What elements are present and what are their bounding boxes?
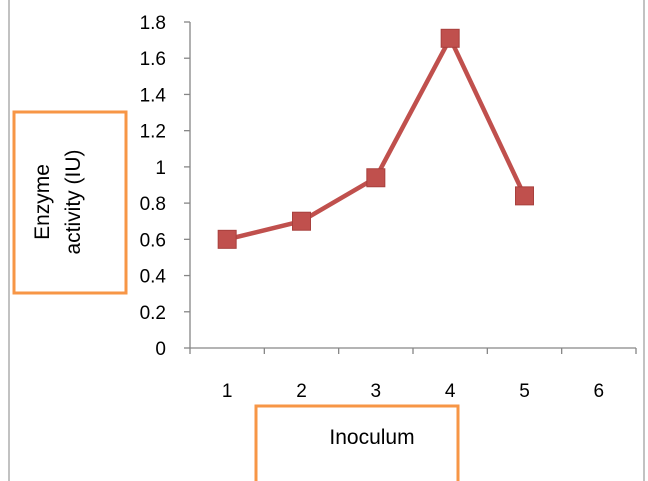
x-tick-label-0: 1 xyxy=(222,381,233,402)
x-tick-label-1: 2 xyxy=(296,381,307,402)
y-tick-label-4: 0.8 xyxy=(140,194,166,215)
data-point-0-3 xyxy=(440,28,460,48)
y-tick-label-2: 0.4 xyxy=(140,267,167,288)
x-tick-label-5: 6 xyxy=(594,381,605,402)
x-axis-label-box xyxy=(254,404,460,481)
y-tick-label-6: 1.2 xyxy=(140,122,166,143)
series-line-0 xyxy=(224,36,527,242)
y-tick-label-8: 1.6 xyxy=(140,49,166,70)
data-point-0-4 xyxy=(515,186,534,206)
y-tick-label-7: 1.4 xyxy=(140,85,167,106)
y-axis-label-box xyxy=(12,110,128,295)
x-axis-label: Inoculum xyxy=(329,426,414,449)
y-axis-label-line-1: Enzyme xyxy=(31,164,54,240)
y-tick-label-5: 1 xyxy=(155,158,166,179)
x-tick-label-2: 3 xyxy=(371,381,382,402)
y-tick-label-0: 0 xyxy=(155,339,166,360)
x-tick-label-3: 4 xyxy=(445,381,456,402)
y-tick-label-1: 0.2 xyxy=(140,303,166,324)
x-tick-label-4: 5 xyxy=(519,381,530,402)
y-tick-label-9: 1.8 xyxy=(140,13,166,34)
data-point-0-0 xyxy=(217,229,237,249)
data-point-0-2 xyxy=(366,168,386,188)
y-tick-label-3: 0.6 xyxy=(140,230,166,251)
data-point-0-1 xyxy=(292,211,311,231)
y-axis-label-line-2: activity (IU) xyxy=(62,150,85,255)
